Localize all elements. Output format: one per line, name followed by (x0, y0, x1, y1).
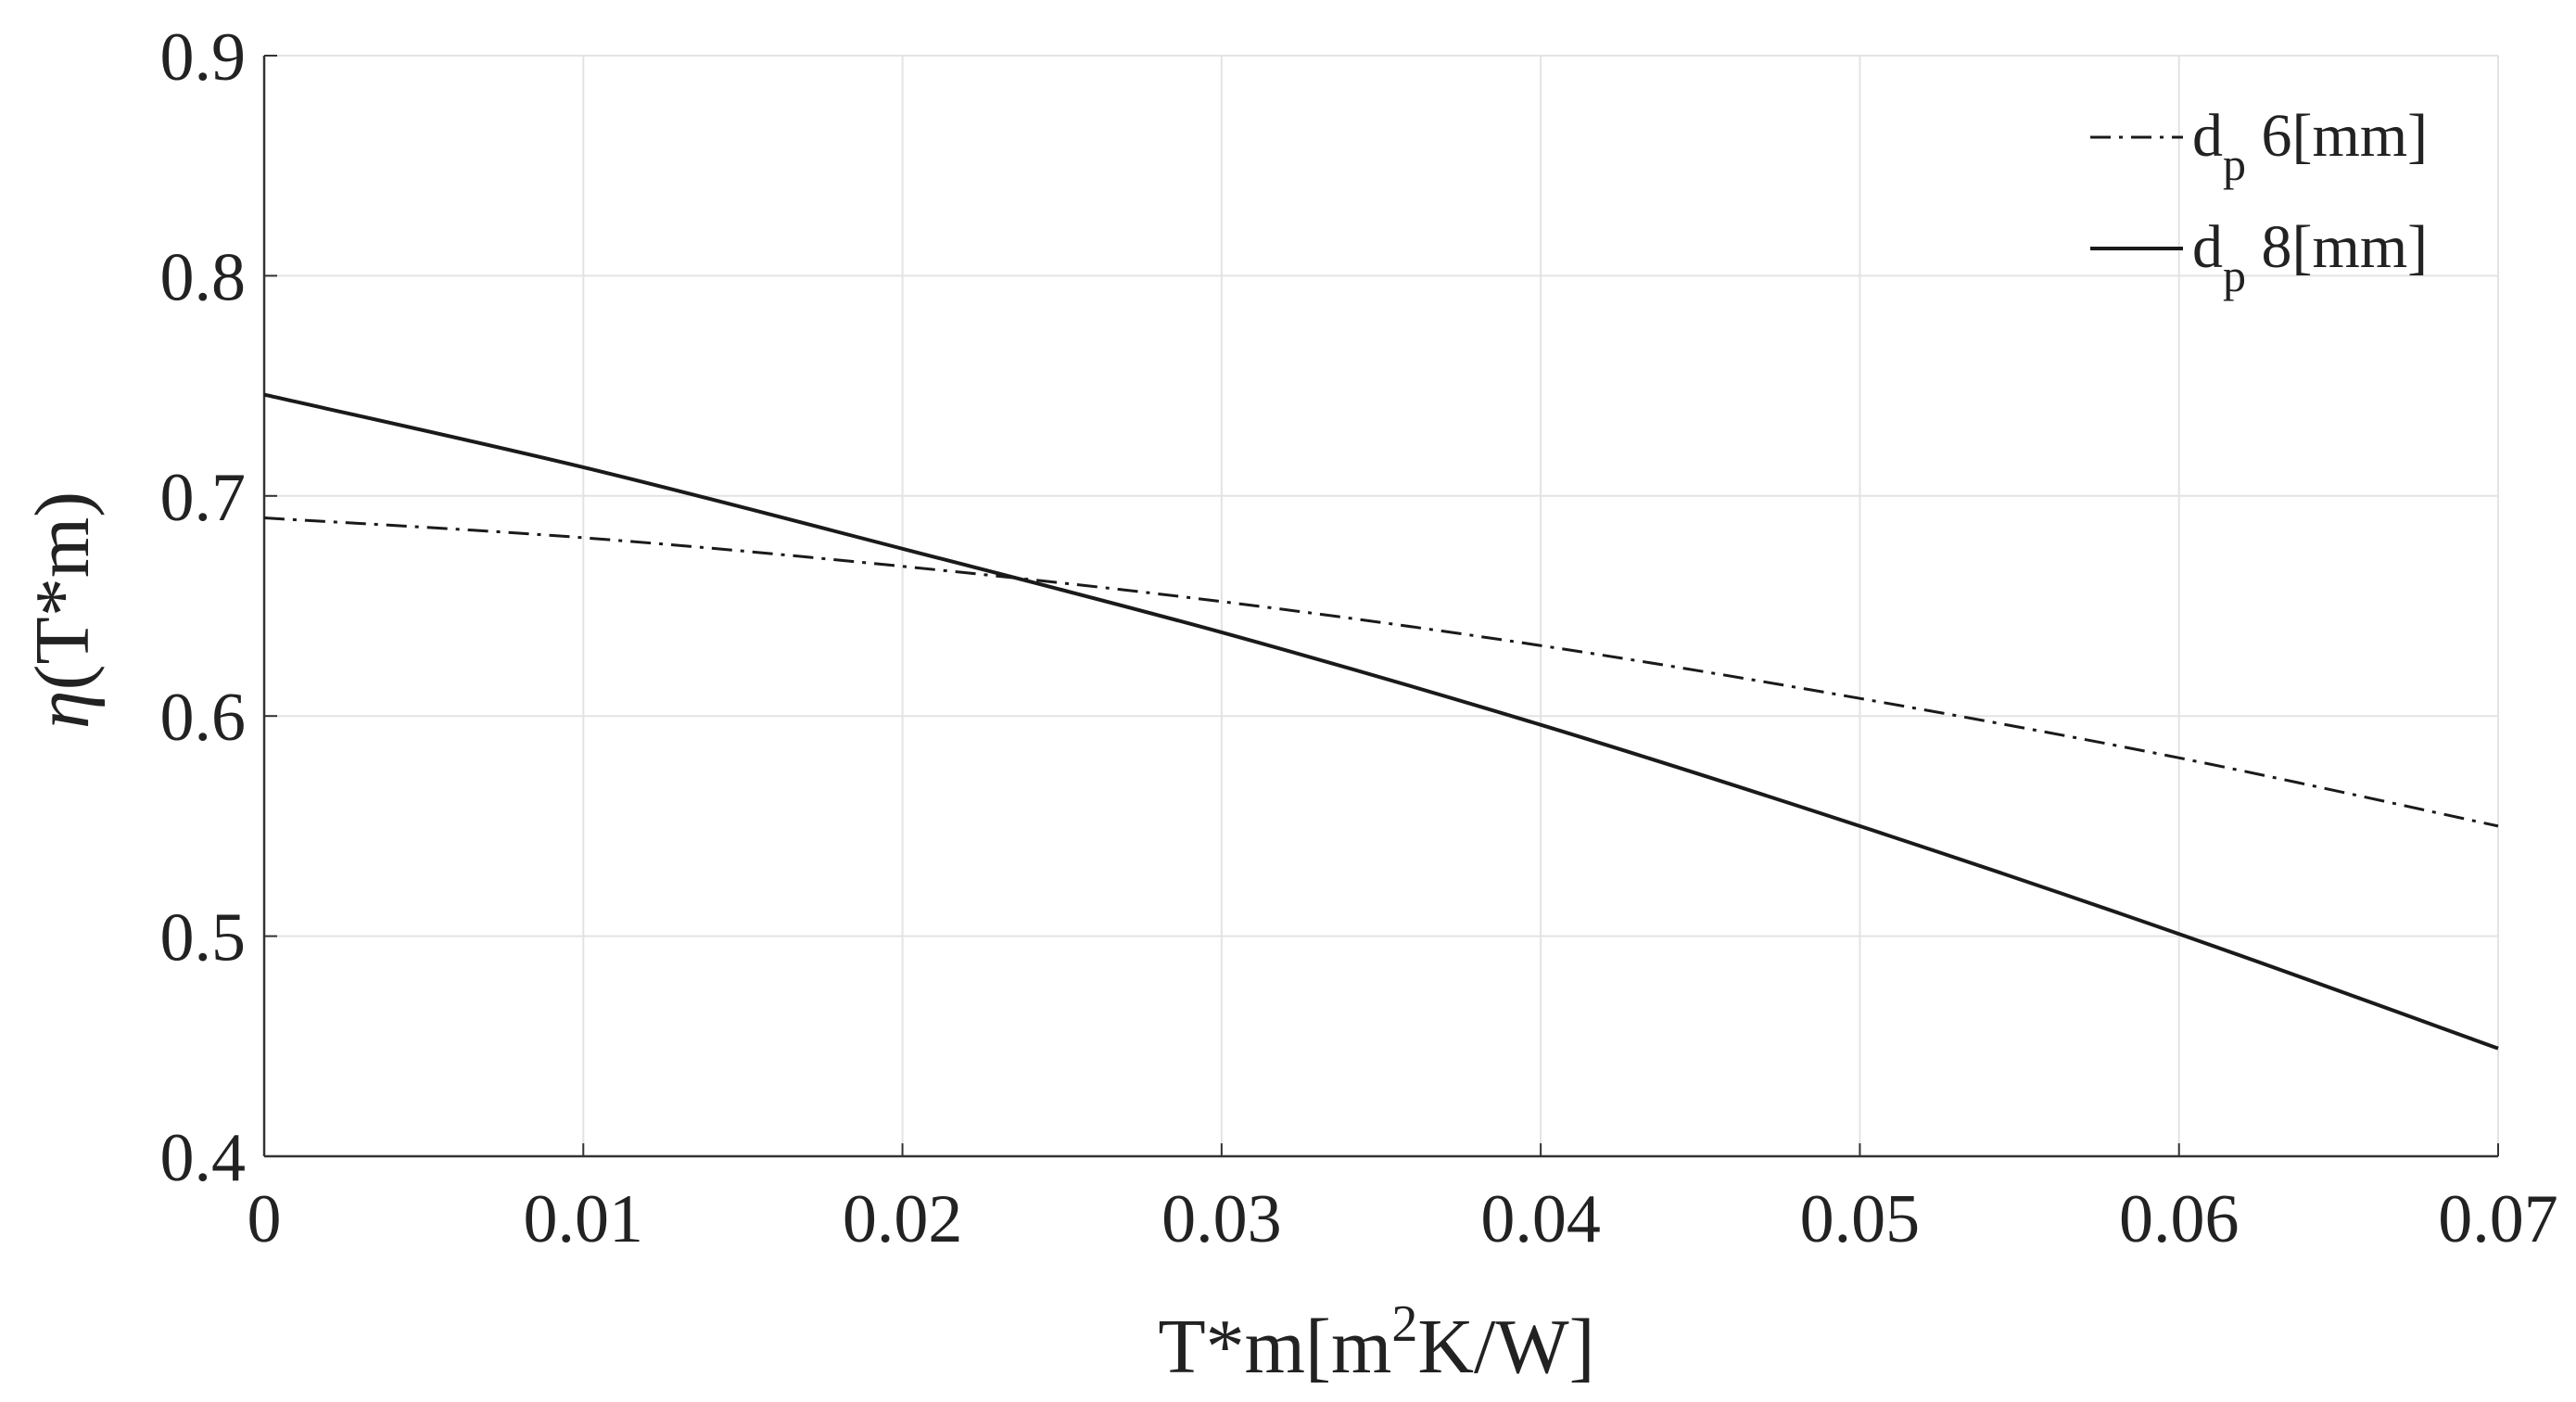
x-axis-title: T*m[m2K/W] (1158, 1295, 1594, 1390)
legend-label-dp6: dp 6[mm] (2192, 102, 2428, 190)
legend-label-d: d (2192, 102, 2223, 170)
y-tick-label: 0.9 (160, 19, 247, 96)
x-axis-title-superscript: 2 (1391, 1295, 1417, 1353)
x-tick-label: 0.07 (2438, 1181, 2558, 1257)
x-tick-label: 0.06 (2119, 1181, 2240, 1257)
legend: dp 6[mm]dp 8[mm] (2090, 102, 2428, 301)
x-tick-label: 0.02 (843, 1181, 963, 1257)
y-tick-label: 0.8 (160, 239, 247, 315)
x-tick-label: 0 (247, 1181, 282, 1257)
series-line-dp6 (263, 516, 2499, 828)
legend-label-rest: 6[mm] (2246, 102, 2428, 170)
x-tick-label: 0.05 (1800, 1181, 1921, 1257)
legend-label-subscript: p (2223, 249, 2246, 301)
y-axis-title: η(T*m) (19, 491, 106, 729)
x-tick-label: 0.01 (524, 1181, 644, 1257)
series-line-dp8 (263, 392, 2499, 1051)
x-axis-title-rest: K/W] (1417, 1304, 1594, 1390)
y-tick-label: 0.6 (160, 680, 247, 756)
legend-label-subscript: p (2223, 138, 2246, 190)
x-axis-title-main: T*m[m (1158, 1304, 1391, 1390)
y-tick-label: 0.4 (160, 1120, 247, 1196)
y-tick-label: 0.5 (160, 900, 247, 976)
legend-label-dp8: dp 8[mm] (2192, 213, 2428, 301)
legend-item-dp8: dp 8[mm] (2090, 213, 2428, 301)
y-tick-label: 0.7 (160, 460, 247, 536)
legend-item-dp6: dp 6[mm] (2090, 102, 2428, 190)
y-axis-title-rest: (T*m) (19, 491, 106, 691)
x-tick-label: 0.03 (1161, 1181, 1282, 1257)
x-tick-label: 0.04 (1480, 1181, 1601, 1257)
y-axis-title-eta: η (19, 690, 106, 729)
legend-label-rest: 8[mm] (2246, 213, 2428, 281)
plot-series (263, 392, 2499, 1051)
legend-label-d: d (2192, 213, 2223, 281)
axes (262, 55, 2499, 1158)
tick-labels: 0 0.01 0.02 0.03 0.04 0.05 0.06 0.07 0.4 0.5 0.6 0.… (160, 19, 2558, 1257)
